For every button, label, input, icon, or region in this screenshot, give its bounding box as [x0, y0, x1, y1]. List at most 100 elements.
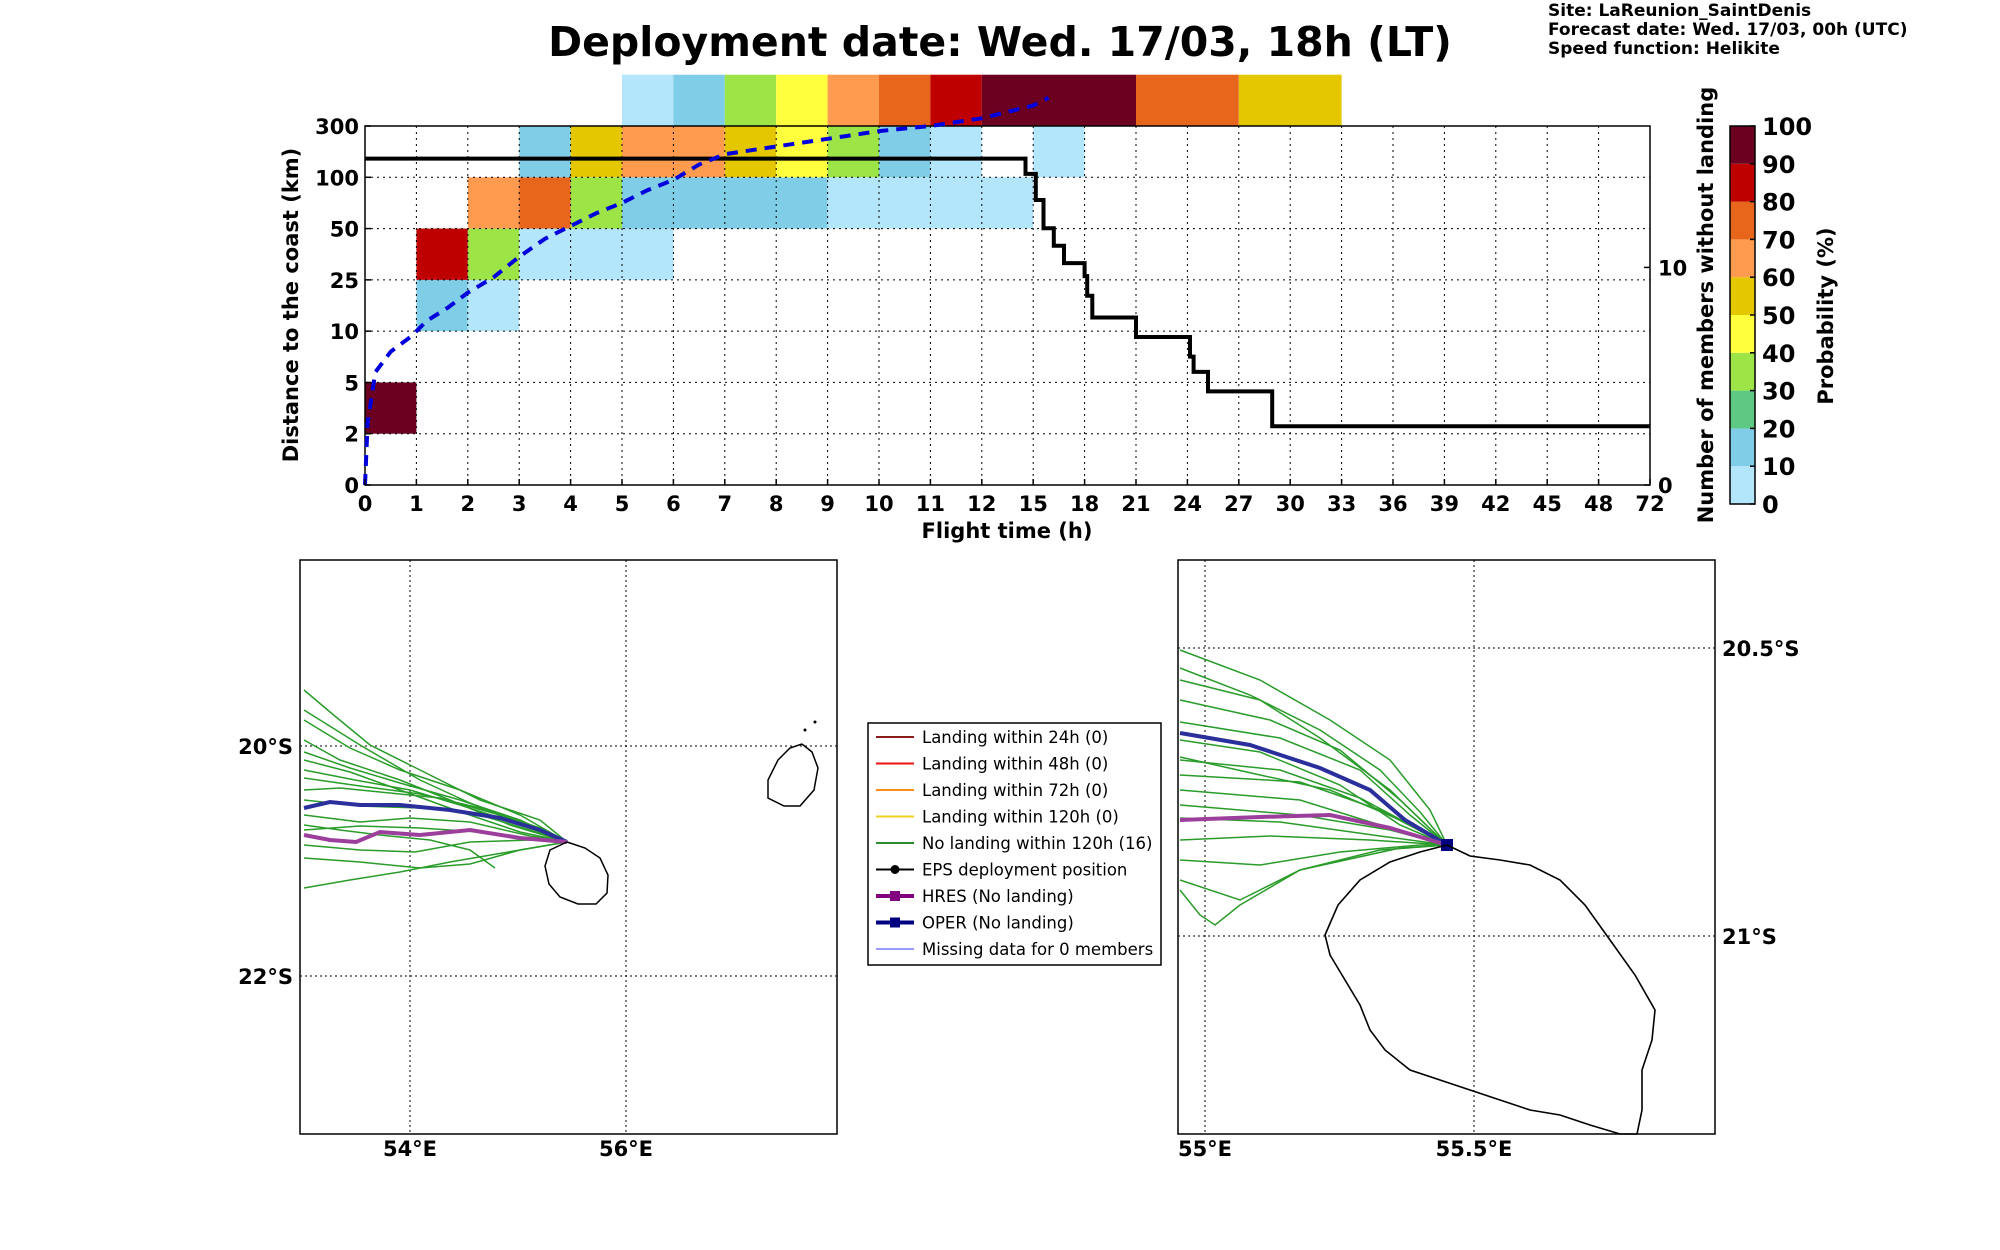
- probability-heatmap: [365, 74, 1342, 434]
- heatmap-cell: [416, 279, 468, 332]
- legend-label: Landing within 24h (0): [922, 728, 1108, 747]
- ensemble-trajectory: [303, 824, 496, 869]
- legend-label: HRES (No landing): [922, 887, 1074, 906]
- heatmap-cell: [519, 177, 571, 229]
- ensemble-trajectory: [1179, 844, 1448, 926]
- members-without-landing-line: [365, 156, 1650, 429]
- regional-map: 20°S 22°S 54°E 56°E: [238, 559, 838, 1161]
- heatmap-cell: [776, 126, 828, 178]
- ensemble-trajectory: [303, 769, 568, 843]
- ensemble-trajectory: [1179, 844, 1448, 901]
- heatmap-cell: [622, 74, 674, 126]
- x-tick-label: 2: [460, 492, 475, 516]
- ensemble-trajectory: [303, 841, 568, 889]
- colorbar-swatch: [1730, 201, 1755, 240]
- x-tick-label: 5: [615, 492, 630, 516]
- right-tick-label: 0: [1658, 474, 1673, 498]
- heatmap-cell: [467, 228, 520, 280]
- heatmap-cell: [930, 74, 982, 126]
- ensemble-trajectory: [1179, 667, 1448, 846]
- legend-marker: [890, 891, 900, 901]
- median-distance-curve: [363, 96, 1050, 486]
- y-tick-label: 50: [330, 218, 359, 242]
- map-lon-label: 55.5°E: [1436, 1137, 1513, 1161]
- heatmap-cell: [776, 74, 828, 126]
- hres-trajectory: [1179, 812, 1448, 847]
- chart-frame: [364, 125, 1651, 486]
- regional-map-frame: [299, 559, 838, 1135]
- colorbar-tick-label: 20: [1762, 415, 1795, 443]
- meta-forecast-date: Forecast date: Wed. 17/03, 00h (UTC): [1548, 20, 1908, 40]
- heatmap-cell: [1136, 74, 1239, 126]
- map-lat-label: 22°S: [238, 965, 293, 989]
- heatmap-cell: [519, 126, 571, 178]
- x-tick-label: 18: [1070, 492, 1099, 516]
- x-tick-label: 45: [1533, 492, 1562, 516]
- colorbar-tick-label: 70: [1762, 226, 1795, 254]
- meta-site: Site: LaReunion_SaintDenis: [1548, 1, 1812, 21]
- colorbar-label: Probability (%): [1814, 227, 1838, 404]
- oper-trajectory: [1179, 731, 1449, 847]
- x-tick-label: 48: [1584, 492, 1613, 516]
- reunion-coastline: [1324, 844, 1656, 1135]
- zoomed-map-frame: [1177, 559, 1716, 1135]
- ensemble-trajectory: [303, 739, 568, 843]
- colorbar-tick-label: 80: [1762, 189, 1795, 217]
- colorbar-swatch: [1730, 239, 1755, 278]
- legend-label: No landing within 120h (16): [922, 834, 1152, 853]
- zoomed-map: 55°E 55.5°E 20.5°S 21°S: [1177, 559, 1799, 1161]
- ensemble-trajectory: [303, 719, 568, 843]
- colorbar-swatch: [1730, 163, 1755, 202]
- x-tick-label: 8: [769, 492, 784, 516]
- ensemble-trajectory: [303, 759, 568, 843]
- heatmap-cell: [827, 74, 879, 126]
- x-tick-label: 33: [1327, 492, 1356, 516]
- ensemble-trajectory: [1179, 721, 1448, 846]
- map-lon-label: 56°E: [599, 1137, 653, 1161]
- map-lon-label: 54°E: [383, 1137, 437, 1161]
- colorbar-tick-label: 50: [1762, 302, 1795, 330]
- legend-marker: [890, 865, 900, 874]
- x-tick-label: 3: [512, 492, 527, 516]
- x-tick-label: 10: [864, 492, 893, 516]
- x-tick-label: 36: [1378, 492, 1407, 516]
- trajectory-legend: Landing within 24h (0) Landing within 48h…: [867, 722, 1162, 966]
- y-axis-label: Distance to the coast (km): [279, 148, 303, 463]
- colorbar-swatch: [1730, 390, 1755, 429]
- x-tick-label: 21: [1121, 492, 1150, 516]
- ensemble-trajectory: [303, 841, 568, 869]
- legend-label: Landing within 48h (0): [922, 755, 1108, 774]
- heatmap-cell: [416, 228, 468, 280]
- right-axis-label: Number of members without landing: [1694, 87, 1718, 524]
- ensemble-trajectory: [303, 689, 568, 843]
- colorbar-tick-label: 100: [1762, 113, 1812, 141]
- x-tick-label: 1: [409, 492, 424, 516]
- heatmap-cell: [879, 74, 931, 126]
- heatmap-cell: [365, 382, 417, 434]
- map-lon-label: 55°E: [1178, 1137, 1232, 1161]
- ensemble-trajectory: [1179, 699, 1448, 846]
- colorbar-tick-label: 40: [1762, 340, 1795, 368]
- ensemble-trajectory: [303, 709, 568, 843]
- legend-label: EPS deployment position: [922, 861, 1127, 880]
- legend-label: Missing data for 0 members: [922, 940, 1153, 959]
- heatmap-cell: [981, 74, 1136, 126]
- figure-title: Deployment date: Wed. 17/03, 18h (LT): [548, 18, 1452, 66]
- colorbar-tick-label: 10: [1762, 453, 1795, 481]
- ensemble-trajectory: [1179, 835, 1448, 846]
- legend-frame: [867, 722, 1162, 966]
- ensemble-trajectory: [1179, 844, 1447, 866]
- map-lat-label: 20.5°S: [1722, 637, 1799, 661]
- islet: [813, 720, 817, 724]
- meta-info: Site: LaReunion_SaintDenis Forecast date…: [1548, 2, 1907, 59]
- heatmap-cell: [467, 279, 520, 332]
- map-lat-label: 21°S: [1722, 925, 1777, 949]
- y-tick-label: 10: [330, 320, 359, 344]
- right-tick-label: 10: [1658, 256, 1687, 280]
- islet: [803, 728, 807, 732]
- legend-label: OPER (No landing): [922, 914, 1074, 933]
- map-lat-label: 20°S: [238, 735, 293, 759]
- colorbar-swatch: [1730, 315, 1755, 353]
- legend-marker: [890, 917, 900, 928]
